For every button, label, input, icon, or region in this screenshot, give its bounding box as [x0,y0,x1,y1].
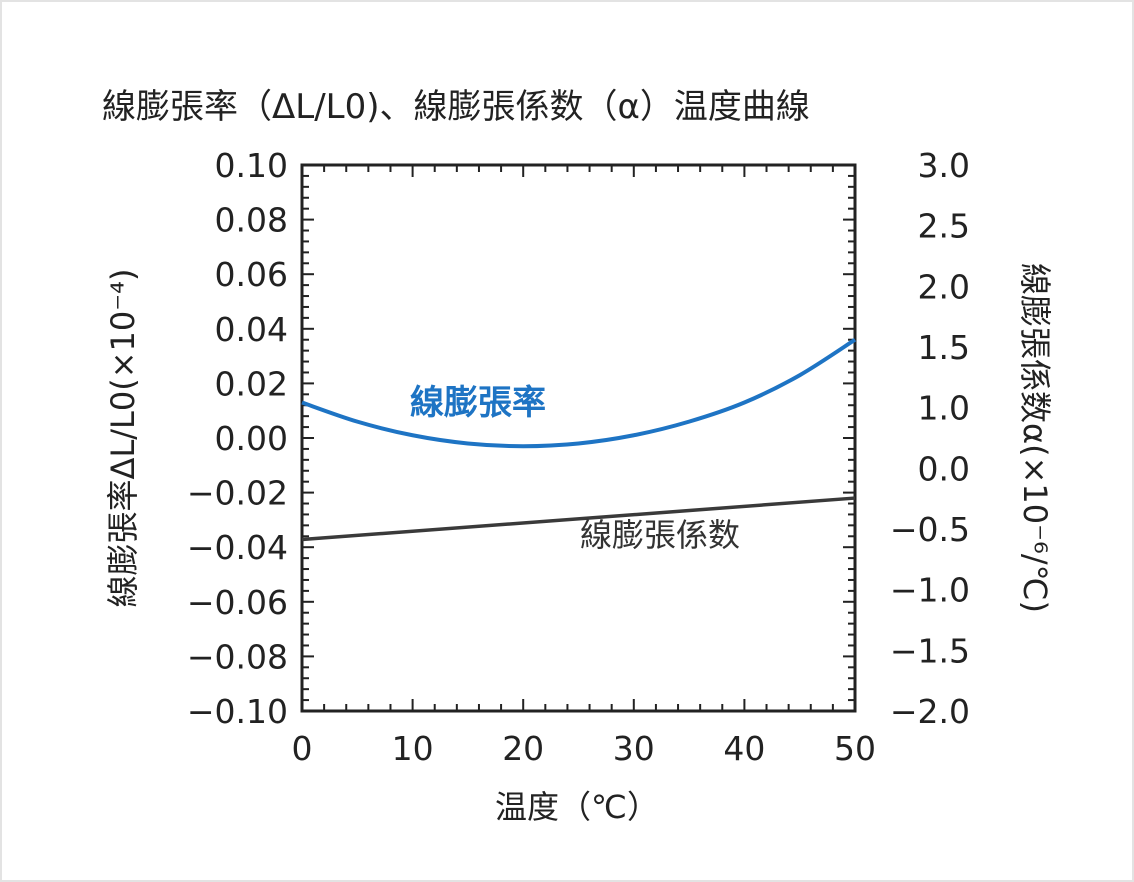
x-tick-label: 20 [502,729,544,768]
left-tick-labels: 0.10 0.08 0.06 0.04 0.02 0.00 −0.02 −0.04 −0.06 −… [187,146,288,731]
x-tick-label: 10 [392,729,434,768]
right-minor-ticks [843,164,855,712]
left-tick-label: 0.00 [215,419,288,458]
series-line-expansion-coefficient [301,496,856,542]
right-tick-label: −1.0 [890,571,970,610]
chart-title: 線膨張率（ΔL/L0)、線膨張係数（α）温度曲線 [102,87,810,127]
left-tick-label: 0.04 [215,310,288,349]
x-minor-ticks [301,165,856,711]
left-tick-label: −0.02 [187,474,288,513]
left-tick-label: −0.10 [187,692,288,731]
right-axis-label: 線膨張係数α(×10⁻⁶/℃) [1016,263,1054,613]
x-tick-label: 0 [292,729,313,768]
left-tick-label: −0.08 [187,637,288,676]
right-tick-label: 3.0 [918,146,970,185]
x-tick-labels: 0 10 20 30 40 50 [292,729,877,768]
right-tick-label: −2.0 [890,692,970,731]
right-tick-label: −0.5 [890,510,970,549]
x-tick-label: 50 [834,729,876,768]
series-line-expansion-rate [301,338,857,449]
right-tick-label: 1.5 [918,328,970,367]
series-label-expansion-coefficient: 線膨張係数 [580,516,740,554]
left-tick-label: −0.04 [187,528,288,567]
right-tick-label: 1.0 [918,389,970,428]
right-tick-label: 2.5 [918,207,970,246]
right-tick-label: 2.0 [918,267,970,306]
left-minor-ticks [302,164,314,712]
left-tick-label: 0.02 [215,364,288,403]
left-axis-label: 線膨張率ΔL/L0(×10⁻⁴) [104,269,142,608]
right-tick-label: −1.5 [890,631,970,670]
x-axis-label: 温度（℃） [495,788,659,826]
right-tick-label: 0.0 [918,449,970,488]
left-tick-label: 0.06 [215,255,288,294]
series-label-expansion-rate: 線膨張率 [410,383,546,423]
x-tick-label: 30 [613,729,655,768]
x-tick-label: 40 [723,729,765,768]
plot-frame [300,163,857,713]
left-tick-label: 0.10 [215,146,288,185]
left-tick-label: −0.06 [187,583,288,622]
right-tick-labels: 3.0 2.5 2.0 1.5 1.0 0.0 −0.5 −1.0 −1.5 −2.0 [890,146,970,731]
left-tick-label: 0.08 [215,201,288,240]
